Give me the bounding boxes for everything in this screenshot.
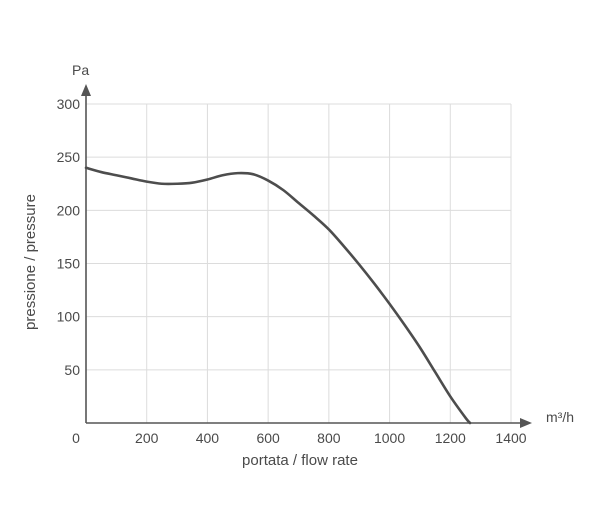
- x-tick-label: 0: [72, 430, 80, 446]
- y-tick-label: 300: [57, 96, 81, 112]
- series-layer: [84, 166, 472, 425]
- x-tick-label: 1000: [374, 430, 405, 446]
- y-tick-label: 200: [57, 202, 81, 218]
- x-tick-label: 400: [196, 430, 220, 446]
- y-tick-label: 100: [57, 309, 81, 325]
- x-unit-label: m³/h: [546, 409, 574, 425]
- y-axis-title: pressione / pressure: [22, 194, 39, 330]
- x-tick-label: 200: [135, 430, 159, 446]
- tick-labels: 0 200 400 600 800 1000 1200 1400 50 100 150 200 250 3…: [57, 96, 527, 446]
- y-unit-label: Pa: [72, 62, 89, 78]
- y-tick-label: 50: [64, 362, 80, 378]
- y-axis-arrow: [81, 84, 91, 96]
- series-line-0: [84, 166, 472, 425]
- x-axis-arrow: [520, 418, 532, 428]
- x-axis-title: portata / flow rate: [242, 452, 358, 469]
- x-tick-label: 1400: [495, 430, 526, 446]
- x-tick-label: 600: [256, 430, 280, 446]
- grid-lines: [86, 103, 512, 423]
- x-tick-label: 1200: [435, 430, 466, 446]
- x-tick-label: 800: [317, 430, 341, 446]
- y-tick-label: 150: [57, 256, 81, 272]
- axes: [81, 84, 532, 428]
- y-tick-label: 250: [57, 149, 81, 165]
